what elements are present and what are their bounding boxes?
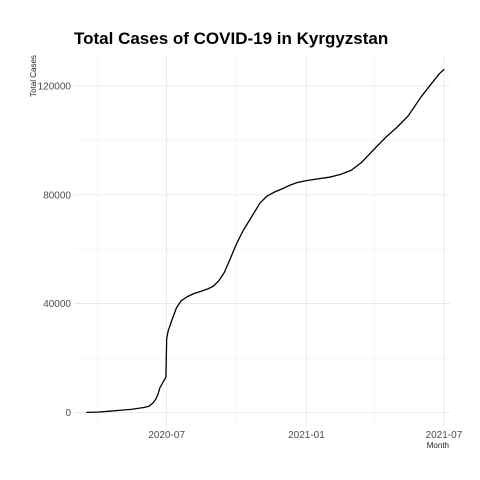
y-axis-label: Total Cases (29, 55, 38, 97)
y-axis-ticks: 0 40000 80000 120000 (38, 81, 72, 418)
series-layer (86, 68, 445, 414)
x-tick-label: 2020-07 (148, 430, 185, 441)
x-tick-label: 2021-01 (288, 430, 325, 441)
x-axis-ticks: 2020-07 2021-01 2021-07 (148, 430, 462, 441)
y-tick-label: 80000 (43, 190, 71, 201)
x-axis-label: Month (427, 441, 449, 450)
y-tick-label: 40000 (43, 299, 71, 310)
series-line-total-cases (86, 68, 445, 414)
y-tick-label: 0 (65, 408, 71, 419)
grid-lines (74, 56, 450, 426)
x-tick-label: 2021-07 (426, 430, 463, 441)
chart-title: Total Cases of COVID-19 in Kyrgyzstan (74, 29, 388, 48)
y-tick-label: 120000 (38, 81, 72, 92)
